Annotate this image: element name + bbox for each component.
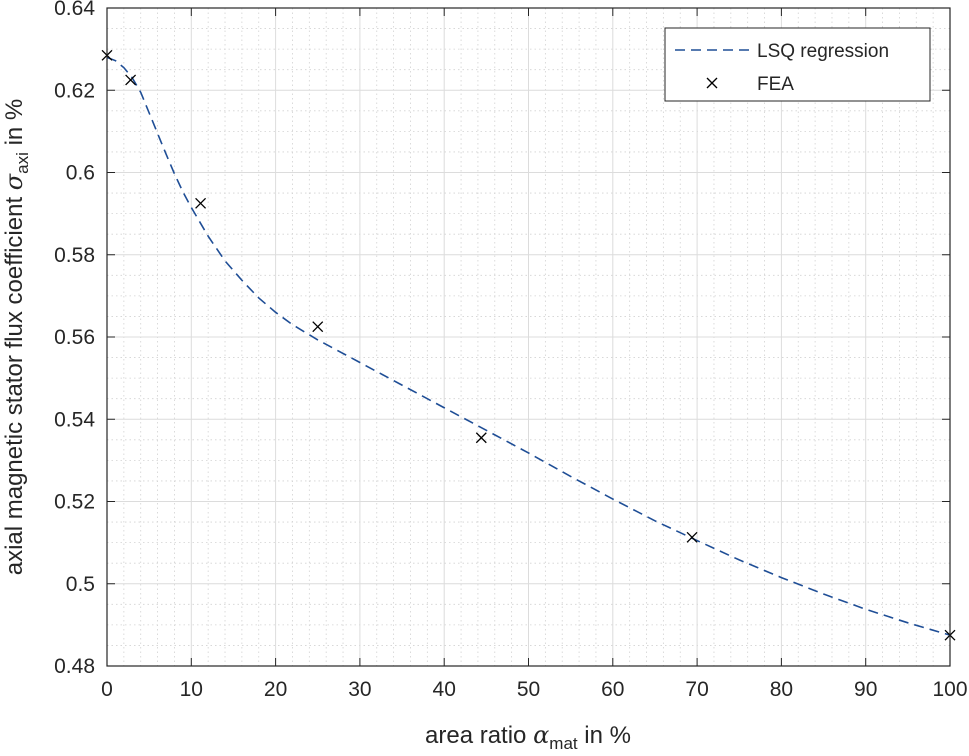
y-tick-labels: 0.48 0.5 0.52 0.54 0.56 0.58 0.6 0.62 0.64 [54, 0, 95, 678]
x-tick-label: 50 [517, 678, 540, 701]
fea-point [475, 432, 487, 444]
y-axis-label: axial magnetic stator flux coefficient σ… [0, 99, 32, 576]
x-tick-label: 100 [932, 678, 967, 701]
legend-box [664, 27, 931, 102]
x-tick-label: 90 [854, 678, 877, 701]
x-tick-label: 10 [180, 678, 203, 701]
x-tick-label: 0 [101, 678, 113, 701]
legend: LSQ regression FEA [664, 27, 931, 102]
legend-label-fea: FEA [757, 74, 794, 95]
x-tick-label: 30 [348, 678, 371, 701]
x-tick-label: 60 [601, 678, 624, 701]
y-tick-label: 0.5 [66, 573, 95, 596]
legend-label-lsq: LSQ regression [757, 41, 889, 62]
y-tick-label: 0.48 [54, 655, 95, 678]
y-tick-label: 0.54 [54, 408, 95, 431]
major-grid [106, 7, 951, 667]
fea-point [125, 74, 137, 86]
x-tick-label: 80 [770, 678, 793, 701]
x-tick-labels: 0 10 20 30 40 50 60 70 80 90 100 [101, 678, 967, 701]
x-tick-label: 20 [264, 678, 287, 701]
legend-marker-fea [706, 77, 718, 89]
x-tick-label: 40 [433, 678, 456, 701]
y-tick-label: 0.6 [66, 162, 95, 185]
series-line-lsq-regression [106, 56, 951, 636]
x-tick-label: 70 [685, 678, 708, 701]
fea-point [686, 531, 698, 543]
series-layer [101, 49, 956, 641]
fea-point [195, 197, 207, 209]
y-tick-label: 0.56 [54, 326, 95, 349]
x-axis-label: area ratio αmat in % [425, 721, 631, 753]
y-tick-label: 0.62 [54, 79, 95, 102]
axis-ticks [106, 7, 951, 667]
fea-point [312, 321, 324, 333]
y-tick-label: 0.64 [54, 0, 95, 20]
y-tick-label: 0.52 [54, 491, 95, 514]
y-tick-label: 0.58 [54, 244, 95, 267]
